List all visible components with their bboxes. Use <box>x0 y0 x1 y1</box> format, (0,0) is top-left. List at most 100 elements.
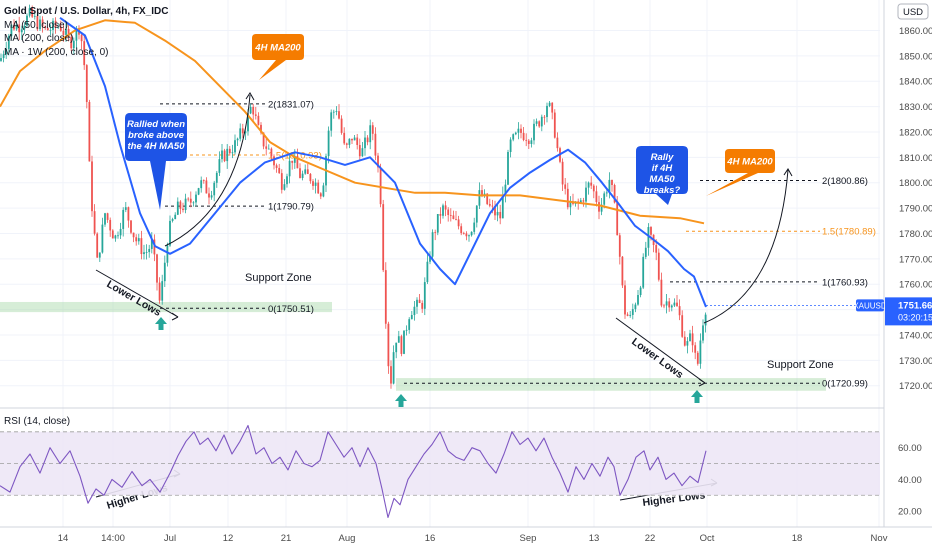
candle-body <box>410 315 413 320</box>
candle-body <box>400 336 403 354</box>
candle-body <box>660 279 663 306</box>
price-tick-label: 1760.00 <box>899 280 932 291</box>
candle-body <box>135 237 138 242</box>
candle-body <box>26 15 28 26</box>
candle-body <box>387 323 390 367</box>
price-tick-label: 1840.00 <box>899 77 932 88</box>
candle-body <box>262 132 265 147</box>
time-tick-label: 21 <box>281 533 292 544</box>
candle-body <box>600 204 603 212</box>
candle-body <box>371 125 374 134</box>
candle-body <box>54 20 57 27</box>
time-tick-label: Nov <box>871 533 888 544</box>
candle-body <box>301 173 304 178</box>
candle-body <box>644 247 647 257</box>
candle-body <box>286 176 288 185</box>
rsi-tick-label: 60.00 <box>898 443 922 454</box>
candle-body <box>210 195 213 198</box>
candle-body <box>444 205 447 210</box>
candle-body <box>514 132 517 135</box>
candle-body <box>0 58 2 61</box>
candle-body <box>561 161 564 185</box>
candle-body <box>507 151 509 185</box>
time-tick-label: 22 <box>645 533 656 544</box>
candle-body <box>478 190 481 206</box>
price-tick-label: 1800.00 <box>899 178 932 189</box>
candle-body <box>52 20 54 30</box>
candle-body <box>382 204 385 271</box>
candle-body <box>314 182 317 186</box>
candle-body <box>208 193 210 198</box>
rsi-tick-label: 40.00 <box>898 475 922 486</box>
fib-level-label: 1(1790.79) <box>268 202 314 213</box>
candle-body <box>83 41 86 66</box>
candle-body <box>631 309 634 315</box>
candle-body <box>335 111 338 112</box>
candle-body <box>358 144 361 157</box>
candle-body <box>455 218 457 220</box>
candles-layer <box>0 4 707 389</box>
candle-body <box>639 287 642 296</box>
callout-ma50-question-text-line: MA50 <box>649 174 675 185</box>
candle-body <box>145 252 148 253</box>
candle-body <box>299 168 301 178</box>
candle-body <box>7 36 10 49</box>
price-tick-label: 1730.00 <box>899 356 932 367</box>
candle-body <box>291 160 294 163</box>
fib-level-label: 0(1750.51) <box>268 304 314 315</box>
candle-body <box>626 314 629 316</box>
candle-body <box>88 101 91 162</box>
indicator-ma50[interactable]: MA (50, close) <box>4 19 68 31</box>
candle-body <box>442 205 444 216</box>
candle-body <box>436 214 439 233</box>
price-tick-label: 1740.00 <box>899 330 932 341</box>
candle-body <box>234 140 236 153</box>
candle-body <box>546 105 548 118</box>
candle-body <box>379 167 382 205</box>
candle-body <box>327 130 330 157</box>
candle-body <box>189 198 192 203</box>
candle-body <box>611 179 613 186</box>
candle-body <box>681 315 684 337</box>
candle-body <box>569 201 572 208</box>
rsi-line <box>0 424 707 519</box>
candle-body <box>392 352 395 384</box>
candle-body <box>481 190 483 196</box>
candle-body <box>465 233 468 237</box>
candle-body <box>148 248 151 253</box>
candle-body <box>72 40 75 49</box>
candle-body <box>624 285 626 315</box>
candle-body <box>423 282 426 309</box>
candle-body <box>171 219 174 221</box>
candle-body <box>59 26 62 31</box>
price-tick-label: 1850.00 <box>899 51 932 62</box>
candle-body <box>530 140 533 144</box>
candle-body <box>23 25 26 30</box>
candle-body <box>187 198 190 200</box>
candle-body <box>267 148 270 150</box>
ma200-line <box>0 19 705 225</box>
candle-body <box>70 36 73 49</box>
candle-body <box>517 128 520 133</box>
rsi-title[interactable]: RSI (14, close) <box>4 416 71 427</box>
candle-body <box>356 137 359 145</box>
candle-body <box>13 24 15 30</box>
candle-body <box>249 106 252 114</box>
symbol-title[interactable]: Gold Spot / U.S. Dollar, 4h, FX_IDC <box>4 6 169 17</box>
candle-body <box>579 200 582 203</box>
candle-body <box>598 202 600 212</box>
candle-body <box>111 230 114 239</box>
indicator-ma200[interactable]: MA (200, close) <box>4 33 74 44</box>
projection-arrowhead-left <box>245 92 255 101</box>
candle-body <box>161 281 164 301</box>
candle-body <box>96 233 99 258</box>
candle-body <box>280 173 283 190</box>
support-zone-label: Support Zone <box>767 359 834 371</box>
candle-body <box>340 118 343 133</box>
candle-body <box>587 182 590 188</box>
candle-body <box>213 182 216 196</box>
candle-body <box>169 220 171 246</box>
indicator-ma-1w[interactable]: MA · 1W (200, close, 0) <box>4 46 109 58</box>
candle-body <box>182 208 184 211</box>
